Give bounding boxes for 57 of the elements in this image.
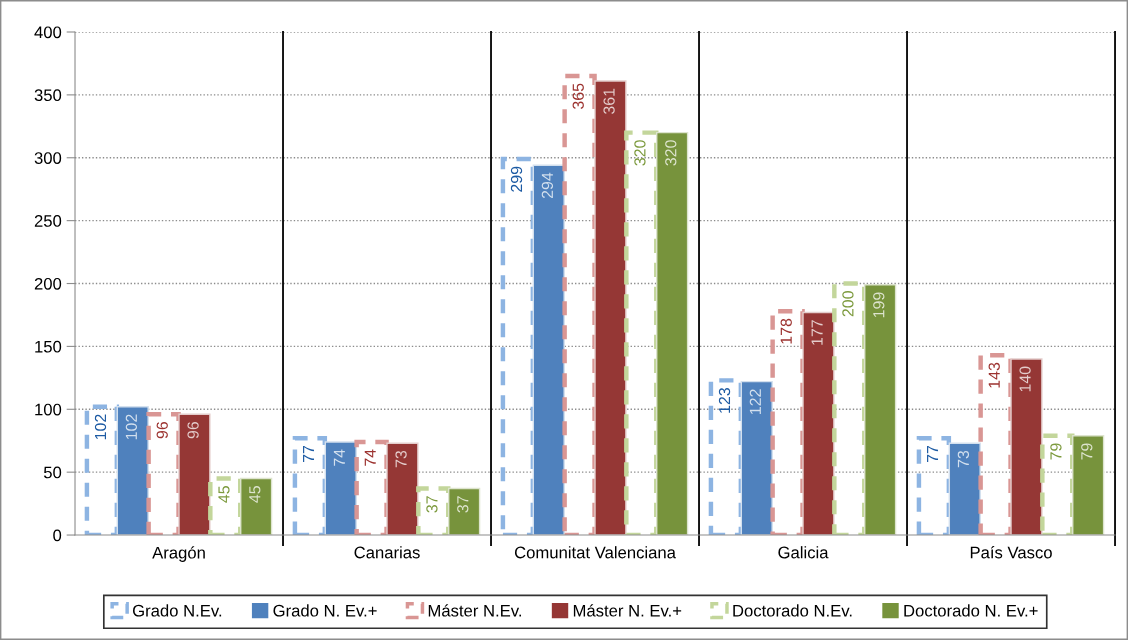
data-label: 77 xyxy=(927,445,939,463)
data-label: 96 xyxy=(156,421,168,439)
data-label: 45 xyxy=(249,486,261,503)
bar xyxy=(864,284,897,536)
bar xyxy=(178,413,211,536)
y-tick-label: 300 xyxy=(34,152,62,164)
data-label: 123 xyxy=(718,388,731,413)
bar xyxy=(386,442,419,536)
y-tick-label: 250 xyxy=(34,215,62,227)
bar xyxy=(656,131,689,536)
x-tick-label: País Vasco xyxy=(970,545,1052,559)
data-label: 74 xyxy=(364,449,376,466)
bar xyxy=(448,487,481,536)
data-label: 178 xyxy=(780,318,792,344)
x-tick-label: Canarias xyxy=(354,546,420,559)
data-label: 199 xyxy=(873,292,885,318)
data-label: 299 xyxy=(510,166,523,192)
data-label: 122 xyxy=(749,389,761,414)
y-tick-label: 0 xyxy=(53,529,62,542)
data-label: 79 xyxy=(1081,443,1093,460)
data-label: 320 xyxy=(665,140,677,166)
data-label: 74 xyxy=(333,449,345,466)
y-tick-label: 400 xyxy=(34,26,62,39)
data-label: 177 xyxy=(811,320,823,345)
y-tick-label: 350 xyxy=(34,89,62,102)
data-label: 77 xyxy=(303,445,315,463)
data-label: 73 xyxy=(957,450,970,468)
legend-label: Grado N.Ev. xyxy=(132,604,222,617)
data-label: 37 xyxy=(426,496,438,513)
data-label: 361 xyxy=(603,88,615,115)
legend-label: Máster N.Ev. xyxy=(428,604,522,617)
data-label: 140 xyxy=(1019,366,1031,392)
x-tick-label: Aragón xyxy=(152,546,205,562)
y-tick-label: 100 xyxy=(35,403,62,416)
data-label: 45 xyxy=(218,486,230,503)
legend-label: Doctorado N. Ev.+ xyxy=(904,604,1038,617)
x-tick-label: Galicia xyxy=(778,546,829,559)
data-label: 37 xyxy=(457,496,469,513)
y-tick-label: 200 xyxy=(34,277,62,290)
bar xyxy=(1072,434,1105,536)
y-tick-label: 150 xyxy=(35,340,62,353)
data-label: 320 xyxy=(634,140,646,166)
data-label: 102 xyxy=(125,414,138,440)
data-label: 102 xyxy=(94,414,107,440)
legend-label: Doctorado N.Ev. xyxy=(733,604,852,617)
data-label: 365 xyxy=(572,83,584,109)
data-label: 200 xyxy=(842,291,854,317)
data-label: 73 xyxy=(395,450,407,468)
y-tick-label: 50 xyxy=(43,466,62,479)
legend-label: Grado N. Ev.+ xyxy=(273,604,377,617)
data-label: 96 xyxy=(187,421,199,439)
data-label: 79 xyxy=(1050,443,1062,460)
bar xyxy=(240,477,273,536)
data-label: 143 xyxy=(988,362,1000,388)
legend-label: Máster N. Ev.+ xyxy=(573,604,682,617)
data-label: 294 xyxy=(541,172,554,199)
x-tick-label: Comunitat Valenciana xyxy=(514,546,676,559)
